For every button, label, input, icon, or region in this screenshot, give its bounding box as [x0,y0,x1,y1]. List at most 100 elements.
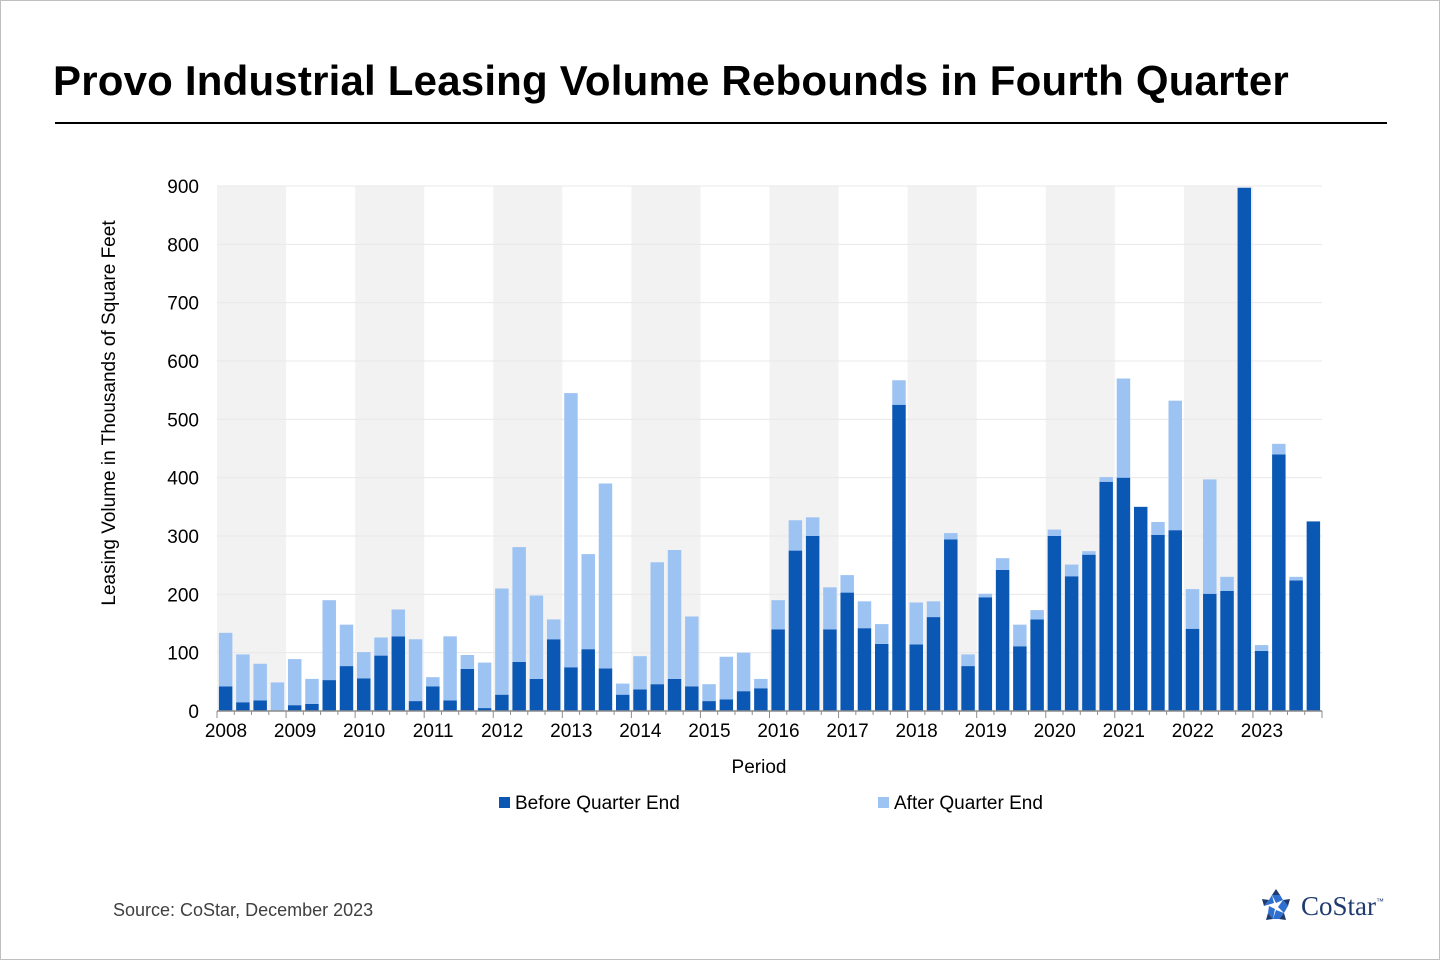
bar-before-2019-q2 [995,569,1010,711]
bar-before-2020-q3 [1082,554,1096,711]
bar-before-2016-q3 [805,536,820,711]
legend-swatch-after [878,797,889,808]
bar-before-2023-q1 [1254,650,1269,711]
bar-before-2012-q2 [512,662,526,711]
title-divider [55,122,1387,124]
bar-before-2012-q4 [546,639,561,711]
axes [216,710,1323,718]
y-tick-label-500: 500 [167,410,199,431]
bar-after-2012-q2 [512,547,526,662]
logo-trademark: ™ [1376,897,1385,906]
y-tick-label-600: 600 [167,352,199,373]
bar-before-2020-q1 [1047,536,1062,711]
bar-before-2011-q2 [443,700,457,711]
y-tick-label-0: 0 [188,702,199,723]
bar-after-2022-q1 [1185,589,1200,629]
year-band-2010 [355,186,425,711]
bar-before-2021-q1 [1116,477,1131,711]
bar-before-2013-q4 [616,694,630,711]
bar-after-2013-q1 [564,393,578,668]
bar-before-2012-q1 [495,694,509,711]
bar-after-2021-q4 [1168,400,1182,531]
bar-after-2016-q4 [823,587,837,630]
bar-after-2021-q1 [1116,378,1131,478]
y-tick-label-400: 400 [167,469,199,490]
year-bands [217,186,1253,711]
source-note: Source: CoStar, December 2023 [113,900,374,920]
bar-after-2017-q2 [857,601,872,629]
bar-after-2020-q4 [1099,477,1113,482]
bar-after-2017-q4 [892,380,906,405]
bar-before-2021-q2 [1133,506,1148,711]
bar-after-2022-q3 [1220,576,1234,591]
bar-after-2014-q3 [667,550,682,679]
bars [218,187,1321,711]
legend-label-before: Before Quarter End [515,793,680,814]
bar-before-2010-q2 [374,655,388,711]
bar-after-2020-q1 [1047,529,1062,536]
bar-before-2011-q1 [426,686,440,711]
y-tick-label-800: 800 [167,235,199,256]
bar-after-2008-q4 [270,682,285,711]
bar-after-2023-q2 [1272,443,1286,455]
bar-before-2017-q3 [874,643,889,711]
bar-before-2016-q1 [771,629,785,711]
bar-before-2022-q1 [1185,628,1200,711]
y-tick-labels: 0 100 200 300 400 500 600 700 800 900 [167,177,199,723]
bar-before-2022-q2 [1203,593,1217,711]
bar-before-2018-q3 [944,539,958,711]
bar-after-2009-q1 [287,659,302,706]
bar-after-2011-q2 [443,636,457,701]
bar-after-2008-q3 [253,663,267,701]
bar-after-2008-q1 [218,632,233,687]
bar-before-2009-q1 [287,705,302,711]
legend-swatch-before [499,797,510,808]
bar-before-2014-q4 [685,686,699,711]
y-axis-label: Leasing Volume in Thousands of Square Fe… [99,220,120,606]
bar-after-2012-q4 [546,619,561,640]
y-tick-label-300: 300 [167,527,199,548]
bar-before-2017-q2 [857,628,872,711]
bar-before-2018-q4 [961,666,975,711]
x-tick-label-2019: 2019 [965,721,1007,742]
bar-after-2018-q1 [909,602,923,645]
bar-after-2009-q2 [305,678,319,704]
bar-before-2017-q1 [840,592,854,711]
bar-after-2019-q2 [995,558,1010,570]
bar-after-2020-q3 [1082,551,1096,555]
bar-after-2014-q1 [633,656,647,690]
x-tick-label-2016: 2016 [757,721,799,742]
bar-after-2019-q3 [1013,624,1027,647]
x-tick-label-2023: 2023 [1241,721,1283,742]
x-tick-label-2010: 2010 [343,721,385,742]
bar-after-2015-q1 [702,684,716,702]
bar-before-2023-q4 [1306,521,1321,711]
costar-logo: CoStar ™ [1257,887,1384,925]
legend: Before Quarter End After Quarter End [499,793,1043,814]
bar-after-2010-q4 [408,639,423,702]
x-tick-label-2022: 2022 [1172,721,1214,742]
bar-after-2018-q2 [926,601,941,618]
bar-before-2018-q2 [926,617,941,711]
bar-before-2015-q1 [702,701,716,711]
bar-before-2023-q2 [1272,454,1286,711]
bar-after-2013-q3 [598,483,613,669]
bar-after-2018-q3 [944,533,958,540]
x-tick-label-2017: 2017 [826,721,868,742]
bar-after-2008-q2 [236,654,250,703]
bar-after-2015-q4 [754,678,768,689]
bar-before-2019-q4 [1030,619,1044,711]
bar-before-2020-q2 [1064,576,1079,711]
bar-before-2008-q2 [236,702,250,711]
x-tick-label-2021: 2021 [1103,721,1145,742]
legend-label-after: After Quarter End [894,793,1043,814]
bar-before-2015-q2 [719,699,734,711]
bar-after-2022-q2 [1203,479,1217,594]
bar-before-2020-q4 [1099,481,1113,711]
x-tick-label-2012: 2012 [481,721,523,742]
bar-before-2021-q4 [1168,530,1182,711]
bar-after-2010-q1 [357,652,371,679]
bar-after-2009-q4 [339,624,354,667]
bar-after-2018-q4 [961,654,975,667]
